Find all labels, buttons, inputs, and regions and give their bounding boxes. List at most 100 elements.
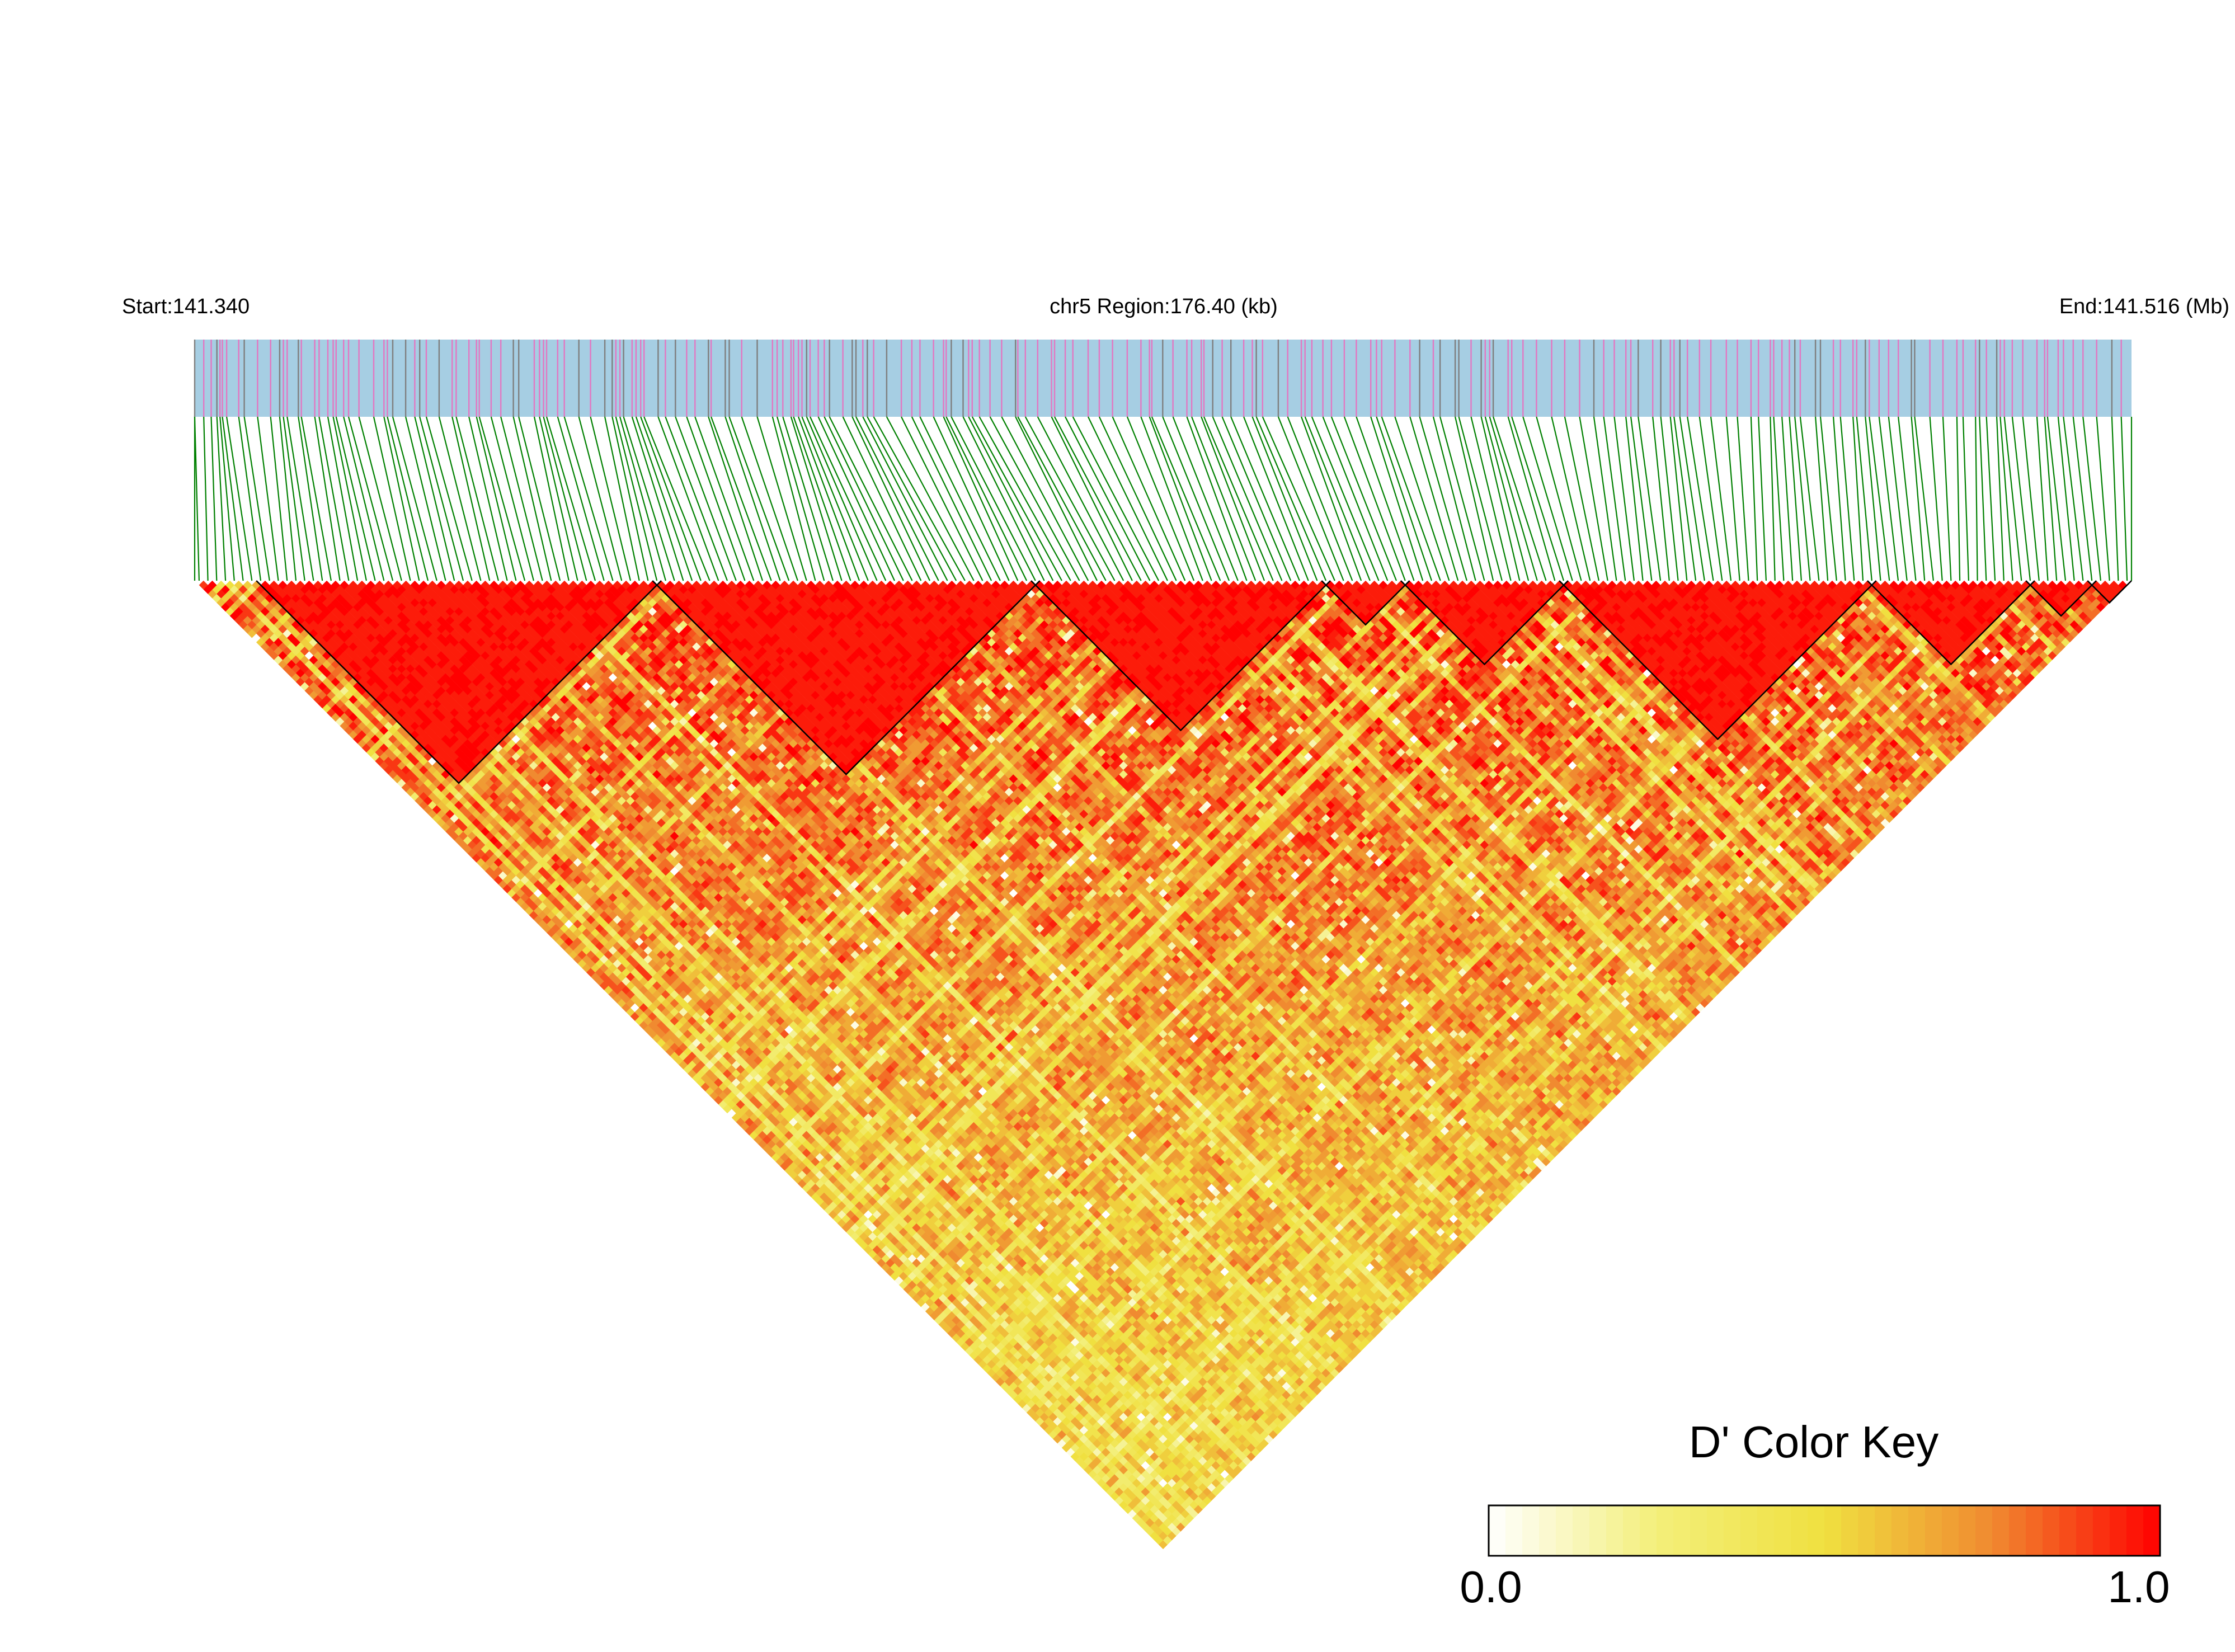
snp-connector bbox=[210, 416, 218, 581]
snp-connector bbox=[711, 416, 772, 581]
snp-connector bbox=[1687, 416, 1714, 581]
color-key-strip bbox=[1791, 1505, 1808, 1556]
snp-connector bbox=[911, 416, 992, 581]
snp-connector bbox=[1522, 416, 1573, 581]
ld-cell-group bbox=[269, 615, 512, 858]
color-key-strip bbox=[2009, 1505, 2026, 1556]
snp-connector bbox=[1151, 416, 1221, 581]
snp-connector bbox=[1322, 416, 1389, 581]
snp-connector bbox=[373, 416, 411, 581]
snp-connector bbox=[1255, 416, 1327, 581]
ld-cell-group bbox=[524, 738, 627, 841]
ld-cell-group bbox=[418, 598, 605, 784]
color-key-strip bbox=[2093, 1505, 2110, 1556]
color-key-strip bbox=[2059, 1505, 2077, 1556]
color-key-strip bbox=[1757, 1505, 1775, 1556]
snp-connector bbox=[283, 416, 305, 581]
snp-connector bbox=[1781, 416, 1794, 581]
snp-connector bbox=[1856, 416, 1872, 581]
snp-connector bbox=[392, 416, 437, 581]
snp-connector bbox=[1149, 416, 1212, 581]
snp-connector bbox=[817, 416, 895, 581]
snp-connector bbox=[332, 416, 367, 581]
snp-connector bbox=[2022, 416, 2040, 581]
color-key-strip bbox=[1740, 1505, 1758, 1556]
snp-connector bbox=[1162, 416, 1230, 581]
snp-connector bbox=[1186, 416, 1248, 581]
snp-connector bbox=[1024, 416, 1116, 581]
snp-connector bbox=[347, 416, 394, 581]
snp-connector bbox=[2003, 416, 2022, 581]
ld-cell-group bbox=[538, 796, 591, 850]
snp-connector bbox=[756, 416, 807, 581]
snp-connector bbox=[842, 416, 922, 581]
snp-connector bbox=[1304, 416, 1371, 581]
snp-connector bbox=[1277, 416, 1344, 581]
snp-connector bbox=[1865, 416, 1881, 581]
ld-cell-group bbox=[568, 738, 763, 933]
color-key: D' Color Key 0.0 1.0 bbox=[1460, 1417, 2170, 1612]
snp-connector bbox=[1630, 416, 1653, 581]
snp-connector bbox=[300, 416, 332, 581]
ld-cell-group bbox=[384, 589, 516, 722]
snp-connector bbox=[724, 416, 781, 581]
snp-connector bbox=[1370, 416, 1424, 581]
snp-connector bbox=[203, 416, 209, 581]
ld-cell-group bbox=[331, 580, 490, 740]
snp-connector bbox=[2096, 416, 2110, 581]
ld-cell-group bbox=[555, 708, 869, 1022]
snp-connector bbox=[1669, 416, 1688, 581]
snp-connector bbox=[1852, 416, 1864, 581]
snp-connector bbox=[2036, 416, 2049, 581]
snp-connector bbox=[543, 416, 587, 581]
ld-cell-group bbox=[454, 606, 547, 700]
snp-connector bbox=[1799, 416, 1820, 581]
ld-cell-group bbox=[547, 690, 1247, 1391]
snp-connector bbox=[1625, 416, 1644, 581]
snp-connector bbox=[1758, 416, 1767, 581]
snp-connector bbox=[222, 416, 244, 581]
ld-cell-group bbox=[520, 796, 807, 1083]
color-key-min-label: 0.0 bbox=[1460, 1562, 1522, 1612]
color-key-strip bbox=[1808, 1505, 1825, 1556]
ld-cell-group bbox=[551, 704, 741, 893]
snp-connector bbox=[1489, 416, 1538, 581]
snp-connector bbox=[194, 416, 200, 581]
snp-connector bbox=[2011, 416, 2031, 581]
color-key-strip bbox=[1606, 1505, 1624, 1556]
snp-connector bbox=[728, 416, 790, 581]
snp-connector bbox=[1432, 416, 1476, 581]
snp-connector bbox=[1419, 416, 1467, 581]
snp-connector bbox=[793, 416, 851, 581]
snp-connector bbox=[327, 416, 359, 581]
region-start-label: Start:141.340 bbox=[122, 295, 250, 318]
snp-connector bbox=[971, 416, 1062, 581]
snp-connector bbox=[933, 416, 1010, 581]
snp-connector bbox=[419, 416, 464, 581]
snp-connector bbox=[2046, 416, 2067, 581]
color-key-strip bbox=[1623, 1505, 1640, 1556]
ld-cell-group bbox=[493, 778, 737, 1022]
ld-cell-group bbox=[283, 594, 420, 731]
color-key-strip bbox=[1824, 1505, 1842, 1556]
snp-connector bbox=[1898, 416, 1917, 581]
snp-connector bbox=[1652, 416, 1670, 581]
ld-cell-group bbox=[450, 585, 570, 704]
snp-connector bbox=[771, 416, 816, 581]
snp-connector bbox=[855, 416, 939, 581]
snp-connector bbox=[631, 416, 684, 581]
snp-connector bbox=[1140, 416, 1203, 581]
snp-connector bbox=[257, 416, 279, 581]
ld-cell-group bbox=[529, 778, 834, 1083]
snp-connector bbox=[279, 416, 297, 581]
snp-connector bbox=[1311, 416, 1380, 581]
ld-cell-group bbox=[208, 580, 345, 718]
snp-connector bbox=[1017, 416, 1107, 581]
snp-connector bbox=[675, 416, 737, 581]
region-title: chr5 Region:176.40 (kb) bbox=[1050, 295, 1278, 318]
snp-connector bbox=[1098, 416, 1177, 581]
ld-cell-group bbox=[300, 585, 477, 761]
ld-cell-group bbox=[489, 801, 613, 925]
snp-connector bbox=[686, 416, 746, 581]
